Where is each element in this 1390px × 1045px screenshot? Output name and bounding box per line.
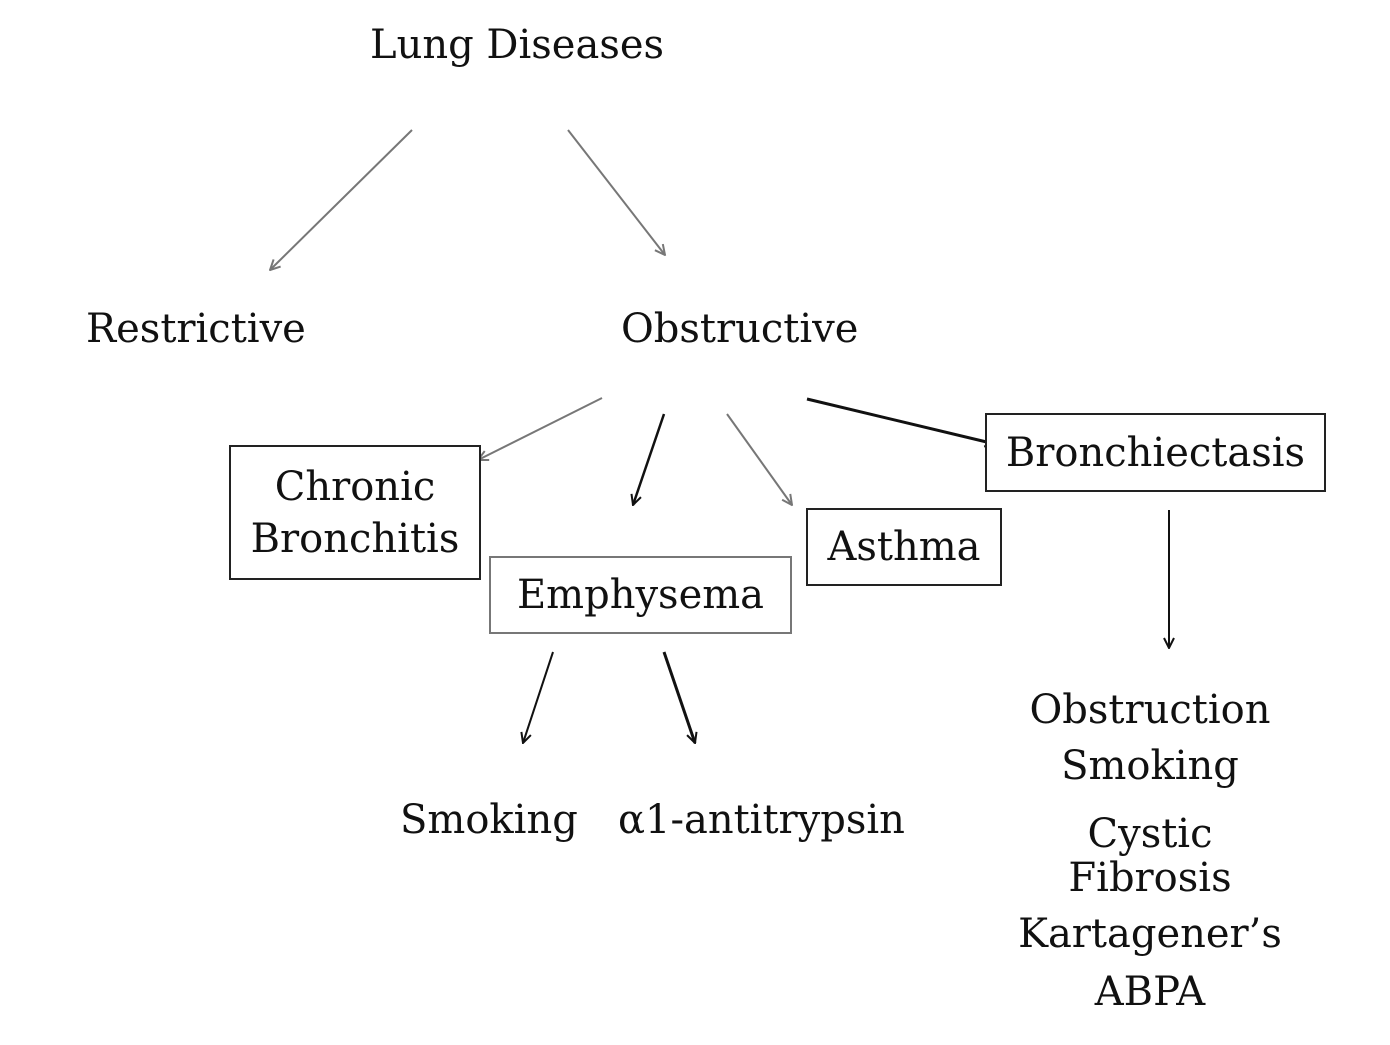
cause-kartageners: Kartagener’s (1018, 911, 1282, 957)
bronchiectasis-label: Bronchiectasis (1005, 429, 1306, 476)
edge-obstructive-emphysema (633, 413, 666, 505)
chronic-bronchitis-line-2: Bronchitis (250, 515, 460, 562)
emphysema-label: Emphysema (516, 572, 765, 618)
edge-obstructive-chronic-bronchitis (478, 397, 603, 460)
cause-smoking: Smoking (1061, 743, 1239, 789)
cause-abpa: ABPA (1094, 969, 1206, 1015)
node-asthma: Asthma (806, 508, 1002, 586)
edge-emphysema-a1-antitrypsin (662, 651, 695, 743)
node-a1-antitrypsin: α1-antitrypsin (618, 797, 905, 843)
node-bronchiectasis: Bronchiectasis (985, 413, 1326, 492)
edge-obstructive-bronchiectasis (806, 397, 995, 444)
cause-fibrosis: Fibrosis (1068, 855, 1232, 901)
bronchiectasis-causes-list: Obstruction Smoking Cystic Fibrosis Kart… (1010, 688, 1290, 1020)
edge-obstructive-asthma (726, 413, 792, 505)
edge-root-obstructive (567, 129, 665, 255)
chronic-bronchitis-line-1: Chronic (274, 463, 436, 510)
node-obstructive: Obstructive (621, 306, 859, 352)
node-chronic-bronchitis: Chronic Bronchitis (229, 445, 481, 580)
edge-root-restrictive (270, 129, 413, 270)
asthma-label: Asthma (827, 524, 981, 570)
cause-cystic: Cystic (1087, 811, 1213, 857)
edge-emphysema-smoking (523, 651, 554, 743)
node-restrictive: Restrictive (86, 306, 306, 352)
node-emphysema: Emphysema (489, 556, 792, 634)
cause-obstruction: Obstruction (1029, 687, 1271, 733)
node-lung-diseases: Lung Diseases (370, 22, 665, 68)
node-smoking: Smoking (400, 797, 578, 843)
